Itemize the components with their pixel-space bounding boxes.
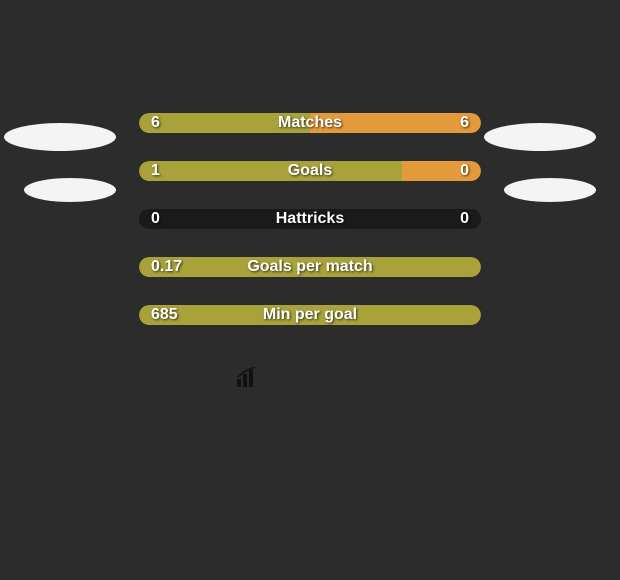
stat-bar-left — [139, 161, 402, 181]
stat-bar-left — [139, 257, 481, 277]
stat-value-right: 0 — [460, 209, 469, 229]
stat-bar-right — [402, 161, 481, 181]
decorative-ellipse — [504, 178, 596, 202]
stat-row: Goals per match0.17 — [0, 257, 620, 277]
stat-label: Hattricks — [139, 209, 481, 229]
background — [0, 0, 620, 580]
stat-bar: Min per goal685 — [139, 305, 481, 325]
stat-bar-right — [310, 113, 481, 133]
stat-bar: Goals10 — [139, 161, 481, 181]
root: Papi vs Taheran Club competitions, Seaso… — [0, 0, 620, 580]
stat-value-left: 0 — [151, 209, 160, 229]
stat-bar-left — [139, 305, 481, 325]
stat-bar-left — [139, 113, 310, 133]
stat-bar: Matches66 — [139, 113, 481, 133]
stat-bar: Goals per match0.17 — [139, 257, 481, 277]
decorative-ellipse — [24, 178, 116, 202]
stat-row: Min per goal685 — [0, 305, 620, 325]
stat-bar: Hattricks0 0 — [139, 209, 481, 229]
stat-row: Hattricks0 0 — [0, 209, 620, 229]
stat-row: Goals10 — [0, 161, 620, 181]
stat-row: Matches66 — [0, 113, 620, 133]
barchart-icon — [236, 367, 260, 387]
